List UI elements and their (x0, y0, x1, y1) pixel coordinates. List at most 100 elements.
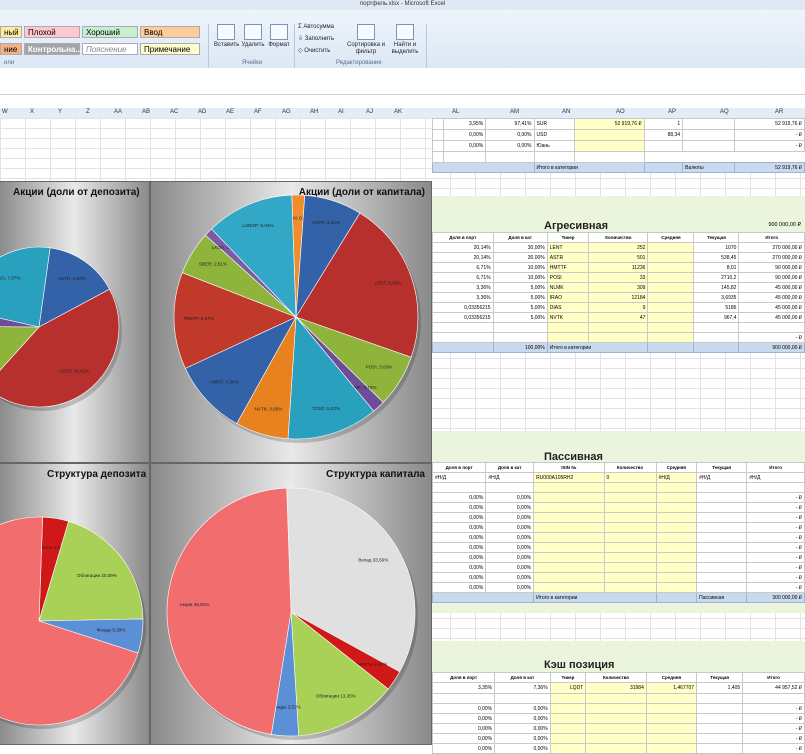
table-cell[interactable]: 270 000,00 ₽ (738, 242, 805, 253)
table-cell[interactable]: Итого в категории (546, 342, 649, 353)
table-cell[interactable]: LENT (546, 242, 590, 253)
table-cell[interactable]: Юань (533, 140, 575, 152)
table-cell[interactable]: 0,00% (494, 733, 551, 744)
table-cell[interactable] (655, 502, 698, 513)
table-cell[interactable] (647, 272, 695, 283)
table-cell[interactable]: Итого в категории (533, 592, 657, 603)
table-cell[interactable]: Итого в категории (533, 162, 645, 173)
table-cell[interactable]: - ₽ (746, 582, 805, 593)
table-cell[interactable]: 0,00% (485, 522, 535, 533)
table-cell[interactable]: 88,34 (643, 129, 684, 141)
table-cell[interactable] (485, 482, 535, 493)
column-header[interactable]: AO (616, 109, 625, 115)
table-cell[interactable] (693, 332, 740, 343)
clear-button[interactable]: ◇ Очистить (298, 48, 331, 54)
table-cell[interactable] (696, 552, 748, 563)
cell-style-1[interactable]: Плохой (24, 26, 80, 38)
table-cell[interactable] (533, 532, 605, 543)
column-header[interactable]: AP (668, 109, 677, 115)
table-cell[interactable] (573, 140, 645, 152)
table-cell[interactable]: DIAS (546, 302, 590, 313)
table-cell[interactable] (645, 693, 698, 704)
table-cell[interactable] (533, 572, 605, 583)
pie-slice[interactable] (184, 316, 297, 425)
table-cell[interactable]: Пассивная (696, 592, 748, 603)
pie-slice[interactable] (38, 247, 110, 328)
column-header[interactable]: Y (58, 109, 63, 115)
table-cell[interactable]: 0,00% (431, 542, 487, 553)
table-cell[interactable]: NLMK (546, 282, 590, 293)
table-cell[interactable]: 0,00% (431, 582, 487, 593)
table-cell[interactable] (485, 151, 535, 163)
table-cell[interactable]: 0,03356215 (432, 312, 494, 323)
table-cell[interactable] (647, 312, 695, 323)
table-cell[interactable] (746, 482, 805, 493)
table-cell[interactable]: 538,45 (693, 252, 740, 263)
table-cell[interactable]: 270 000,00 ₽ (738, 252, 805, 263)
table-cell[interactable] (533, 482, 605, 493)
table-cell[interactable]: 3,36% (432, 282, 494, 293)
chart-deposit-structure[interactable]: Структура депозита Валюты 4,04% Облигации… (0, 463, 150, 745)
pie-slice[interactable] (211, 194, 297, 318)
table-cell[interactable]: 1 (643, 118, 684, 130)
table-cell[interactable] (696, 713, 744, 724)
table-cell[interactable]: 0,00% (494, 713, 551, 724)
table-cell[interactable] (647, 332, 695, 343)
delete-button[interactable]: Удалить (240, 24, 266, 49)
table-cell[interactable]: HMTTF (546, 262, 590, 273)
table-cell[interactable] (655, 552, 698, 563)
table-cell[interactable] (655, 522, 698, 533)
table-cell[interactable]: 0,00% (485, 542, 535, 553)
column-header[interactable]: AQ (720, 109, 729, 115)
table-cell[interactable]: IRAO (546, 292, 590, 303)
chart-capital-structure[interactable]: Структура капитала Вклад 33,56% Валюты 2,… (150, 463, 432, 745)
table-cell[interactable] (696, 492, 748, 503)
table-cell[interactable]: - ₽ (738, 332, 805, 343)
table-cell[interactable]: 45 000,00 ₽ (738, 312, 805, 323)
table-cell[interactable]: 5186 (693, 302, 740, 313)
table-cell[interactable]: 0,00% (431, 743, 496, 754)
table-cell[interactable] (655, 562, 698, 573)
table-cell[interactable]: 0,00% (494, 703, 551, 714)
chart-stocks-deposit[interactable]: Акции (доли от депозита) ASTR; 4,84% LENT… (0, 181, 150, 463)
table-cell[interactable]: 3,6935 (693, 292, 740, 303)
table-cell[interactable] (647, 292, 695, 303)
table-cell[interactable] (546, 322, 590, 333)
cell-style-3[interactable]: Ввод (140, 26, 200, 38)
table-cell[interactable]: - ₽ (746, 572, 805, 583)
table-cell[interactable]: - ₽ (746, 492, 805, 503)
table-cell[interactable]: 300 000,00 ₽ (746, 592, 805, 603)
table-cell[interactable] (603, 502, 657, 513)
table-cell[interactable]: 1,467707 (645, 682, 698, 694)
table-cell[interactable]: - ₽ (746, 502, 805, 513)
table-cell[interactable] (696, 743, 744, 754)
pie-slice[interactable] (0, 309, 40, 328)
sort-filter-button[interactable]: Сортировка и фильтр (346, 24, 386, 56)
table-cell[interactable] (696, 693, 744, 704)
table-cell[interactable] (738, 322, 805, 333)
table-cell[interactable]: - ₽ (733, 129, 805, 141)
column-header[interactable]: W (2, 109, 8, 115)
table-cell[interactable]: 47 (588, 312, 649, 323)
table-cell[interactable] (431, 693, 496, 704)
table-cell[interactable]: 9 (588, 302, 649, 313)
table-cell[interactable] (696, 562, 748, 573)
table-cell[interactable] (647, 282, 695, 293)
table-cell[interactable] (533, 512, 605, 523)
table-cell[interactable]: 0,00% (485, 129, 535, 141)
table-cell[interactable] (603, 512, 657, 523)
pie-slice[interactable] (286, 487, 416, 673)
cell-style-2[interactable]: Хороший (82, 26, 138, 38)
table-cell[interactable]: 3,36% (432, 292, 494, 303)
table-cell[interactable] (696, 502, 748, 513)
column-header[interactable]: AN (562, 109, 571, 115)
table-cell[interactable] (533, 552, 605, 563)
table-cell[interactable]: 0,00% (431, 703, 496, 714)
pie-slice[interactable] (0, 246, 51, 328)
fill-button[interactable]: ⇩ Заполнить (298, 36, 335, 42)
table-cell[interactable]: NVTK (546, 312, 590, 323)
column-header[interactable]: AI (338, 109, 344, 115)
column-header[interactable]: AD (198, 109, 207, 115)
table-cell[interactable]: 0,00% (431, 492, 487, 503)
table-cell[interactable] (573, 151, 645, 163)
